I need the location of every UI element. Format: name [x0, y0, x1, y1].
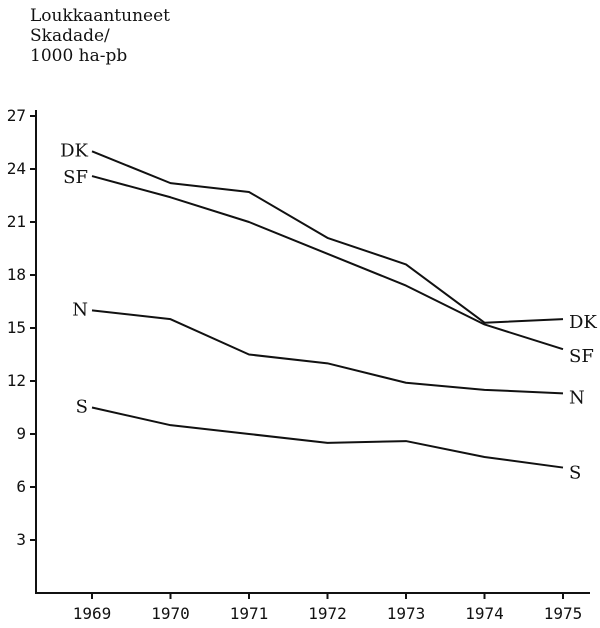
- y-tick-label: 12: [7, 371, 26, 390]
- series-label-right-dk: DK: [569, 312, 597, 333]
- x-tick-label: 1972: [308, 604, 347, 623]
- y-tick-label: 9: [16, 424, 26, 443]
- series-label-left-s: S: [76, 397, 88, 418]
- series-line-n: [91, 309, 564, 395]
- series-label-right-s: S: [569, 463, 581, 484]
- series-label-right-sf: SF: [569, 346, 594, 367]
- series-label-left-dk: DK: [60, 140, 88, 161]
- x-tick-label: 1973: [387, 604, 426, 623]
- series-line-sf: [91, 175, 564, 351]
- series-label-left-sf: SF: [63, 167, 88, 188]
- series-label-right-n: N: [569, 387, 585, 408]
- y-tick-label: 3: [16, 530, 26, 549]
- y-tick-label: 27: [7, 106, 26, 125]
- y-axis-title-line-1: Loukkaantuneet: [30, 6, 170, 26]
- y-tick-label: 6: [16, 477, 26, 496]
- x-tick-label: 1970: [151, 604, 190, 623]
- y-tick-label: 21: [7, 212, 26, 231]
- y-axis-title: Loukkaantuneet Skadade/ 1000 ha-pb: [30, 6, 170, 66]
- series-labels: DK DK SF SF N N S S: [60, 140, 597, 483]
- x-ticks: 1969 1970 1971 1972 1973 1974 1975: [73, 593, 583, 623]
- x-tick-label: 1971: [230, 604, 269, 623]
- axes: [35, 110, 590, 594]
- x-tick-label: 1974: [465, 604, 504, 623]
- y-axis-title-line-2: Skadade/: [30, 26, 110, 46]
- series-line-s: [91, 406, 564, 469]
- series-lines: [91, 150, 564, 469]
- x-tick-label: 1975: [544, 604, 583, 623]
- series-label-left-n: N: [72, 299, 88, 320]
- y-tick-label: 15: [7, 318, 26, 337]
- y-axis-title-line-3: 1000 ha-pb: [30, 46, 128, 66]
- y-ticks: 3 6 9 12 15 18 21 24 27: [7, 106, 36, 549]
- y-tick-label: 24: [7, 159, 26, 178]
- y-tick-label: 18: [7, 265, 26, 284]
- series-line-dk: [91, 150, 564, 324]
- x-tick-label: 1969: [73, 604, 112, 623]
